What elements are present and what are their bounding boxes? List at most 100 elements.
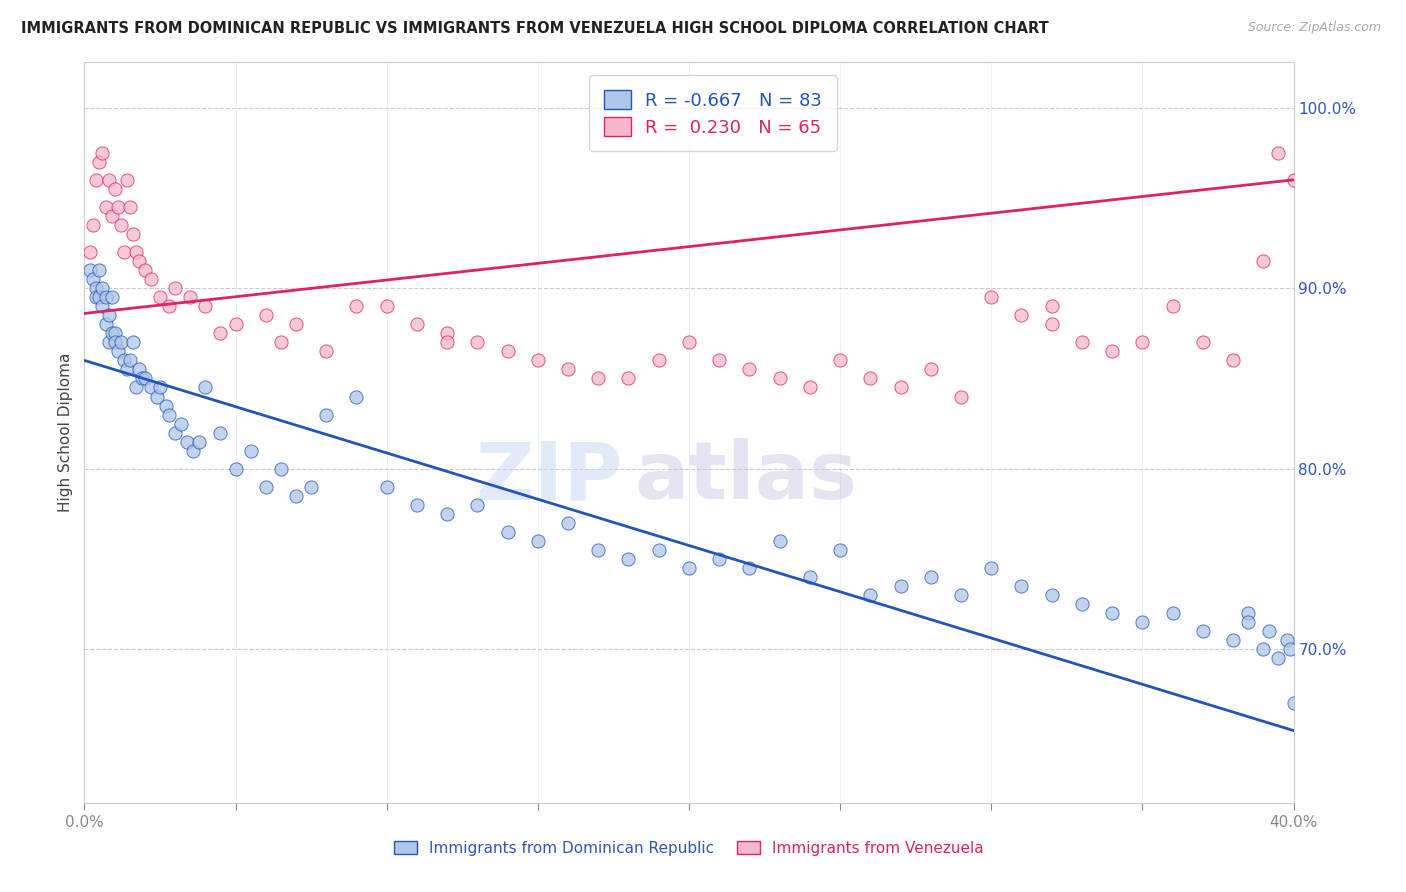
Point xyxy=(617,371,640,385)
Point xyxy=(125,380,148,394)
Point xyxy=(799,380,821,394)
Point xyxy=(346,299,368,313)
Point xyxy=(89,263,111,277)
Point xyxy=(254,308,277,322)
Point xyxy=(527,353,550,368)
Point xyxy=(1011,579,1033,593)
Point xyxy=(738,561,761,575)
Point xyxy=(920,570,942,584)
Point xyxy=(149,380,172,394)
Point xyxy=(115,173,138,187)
Point xyxy=(299,480,322,494)
Point xyxy=(100,290,122,304)
Point xyxy=(496,524,519,539)
Text: atlas: atlas xyxy=(634,438,858,516)
Point xyxy=(1222,353,1244,368)
Point xyxy=(155,399,177,413)
Text: IMMIGRANTS FROM DOMINICAN REPUBLIC VS IMMIGRANTS FROM VENEZUELA HIGH SCHOOL DIPL: IMMIGRANTS FROM DOMINICAN REPUBLIC VS IM… xyxy=(21,21,1049,36)
Point xyxy=(1222,633,1244,648)
Point xyxy=(1253,642,1275,657)
Point xyxy=(89,290,111,304)
Point xyxy=(830,353,852,368)
Point xyxy=(270,335,292,350)
Point xyxy=(709,552,731,566)
Point xyxy=(110,335,132,350)
Point xyxy=(1011,308,1033,322)
Point xyxy=(131,371,153,385)
Point xyxy=(678,335,700,350)
Point xyxy=(588,371,610,385)
Point xyxy=(97,308,120,322)
Point xyxy=(181,443,204,458)
Y-axis label: High School Diploma: High School Diploma xyxy=(58,353,73,512)
Point xyxy=(157,408,180,422)
Point xyxy=(1040,588,1063,602)
Point xyxy=(112,353,135,368)
Point xyxy=(134,263,156,277)
Point xyxy=(79,263,101,277)
Point xyxy=(1267,651,1289,665)
Point xyxy=(436,335,458,350)
Point xyxy=(149,290,172,304)
Point xyxy=(496,344,519,359)
Text: ZIP: ZIP xyxy=(475,438,623,516)
Point xyxy=(1161,606,1184,620)
Point xyxy=(225,318,247,332)
Point xyxy=(270,461,292,475)
Point xyxy=(1237,606,1260,620)
Point xyxy=(1071,335,1094,350)
Point xyxy=(125,245,148,260)
Point xyxy=(285,318,308,332)
Point xyxy=(315,344,337,359)
Point xyxy=(980,290,1002,304)
Point xyxy=(82,218,104,232)
Point xyxy=(1282,697,1305,711)
Point xyxy=(1237,615,1260,630)
Point xyxy=(1258,624,1281,639)
Point xyxy=(557,362,579,376)
Point xyxy=(209,425,232,440)
Point xyxy=(1267,145,1289,160)
Point xyxy=(225,461,247,475)
Point xyxy=(91,145,114,160)
Point xyxy=(406,318,429,332)
Point xyxy=(1071,597,1094,611)
Point xyxy=(94,200,117,214)
Point xyxy=(890,579,912,593)
Legend: Immigrants from Dominican Republic, Immigrants from Venezuela: Immigrants from Dominican Republic, Immi… xyxy=(388,835,990,862)
Point xyxy=(648,543,671,558)
Point xyxy=(375,299,398,313)
Point xyxy=(830,543,852,558)
Point xyxy=(436,326,458,341)
Point xyxy=(254,480,277,494)
Point xyxy=(134,371,156,385)
Point xyxy=(104,326,127,341)
Point xyxy=(91,281,114,295)
Point xyxy=(194,299,217,313)
Point xyxy=(118,200,141,214)
Point xyxy=(617,552,640,566)
Point xyxy=(1282,173,1305,187)
Point xyxy=(375,480,398,494)
Point xyxy=(1192,624,1215,639)
Point xyxy=(588,543,610,558)
Point xyxy=(107,200,129,214)
Point xyxy=(1101,344,1123,359)
Point xyxy=(1161,299,1184,313)
Point xyxy=(179,290,201,304)
Point xyxy=(128,254,150,268)
Point xyxy=(1040,318,1063,332)
Point xyxy=(1040,299,1063,313)
Point xyxy=(91,299,114,313)
Point xyxy=(799,570,821,584)
Point xyxy=(648,353,671,368)
Point xyxy=(209,326,232,341)
Point xyxy=(107,344,129,359)
Point xyxy=(97,173,120,187)
Point xyxy=(1101,606,1123,620)
Point xyxy=(1279,642,1302,657)
Point xyxy=(527,533,550,548)
Point xyxy=(557,516,579,530)
Point xyxy=(170,417,193,431)
Point xyxy=(121,335,143,350)
